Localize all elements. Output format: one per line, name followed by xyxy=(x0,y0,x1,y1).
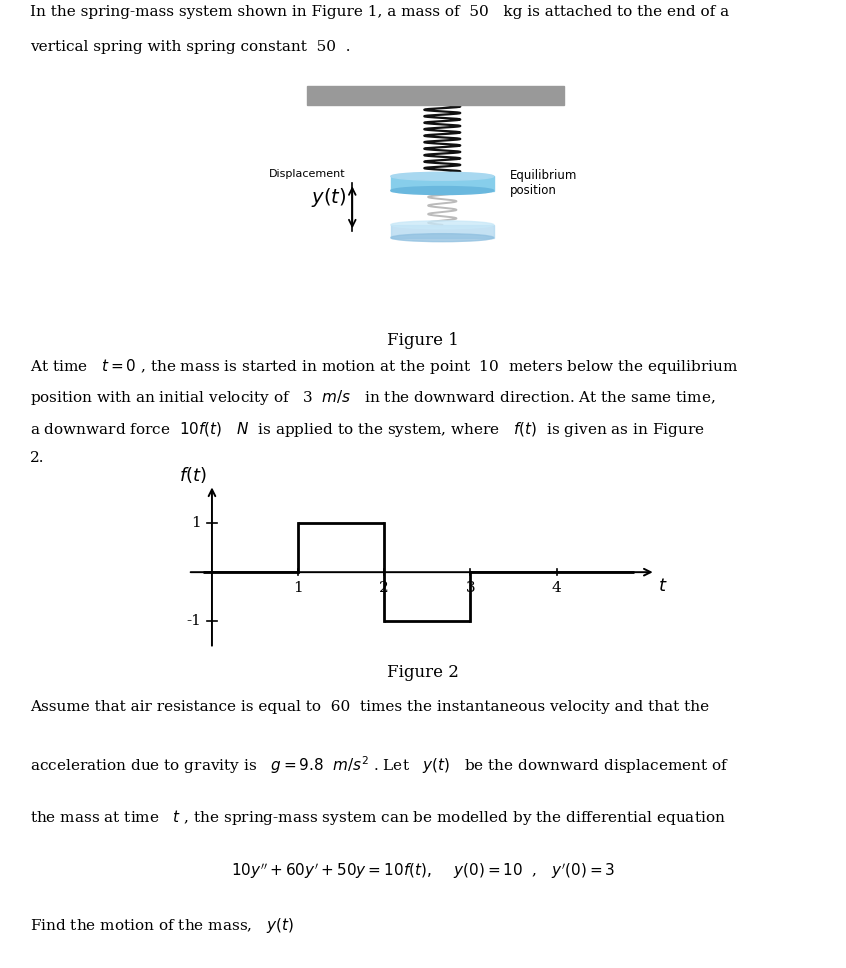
Ellipse shape xyxy=(391,233,494,242)
Text: 1: 1 xyxy=(294,581,303,594)
Text: $\mathit{y}(\mathit{t})$: $\mathit{y}(\mathit{t})$ xyxy=(310,186,346,209)
Text: Displacement: Displacement xyxy=(269,169,346,179)
Bar xyxy=(307,86,564,105)
Ellipse shape xyxy=(391,187,494,195)
Text: acceleration due to gravity is   $g=9.8$  $m/s^2$ . Let   $y(t)$   be the downwa: acceleration due to gravity is $g=9.8$ $… xyxy=(30,754,729,776)
Text: 4: 4 xyxy=(552,581,562,594)
Text: 2.: 2. xyxy=(30,451,44,465)
Ellipse shape xyxy=(391,172,494,180)
Text: a downward force  $10f(t)$   $N$  is applied to the system, where   $f(t)$  is g: a downward force $10f(t)$ $N$ is applied… xyxy=(30,420,704,439)
Text: the mass at time   $t$ , the spring-mass system can be modelled by the different: the mass at time $t$ , the spring-mass s… xyxy=(30,808,725,827)
Text: $f(t)$: $f(t)$ xyxy=(179,465,207,485)
Bar xyxy=(391,176,494,191)
Text: At time   $t=0$ , the mass is started in motion at the point  10  meters below t: At time $t=0$ , the mass is started in m… xyxy=(30,357,738,376)
Text: Figure 2: Figure 2 xyxy=(387,664,459,681)
Text: -1: -1 xyxy=(186,615,201,628)
Text: vertical spring with spring constant  50  .: vertical spring with spring constant 50 … xyxy=(30,40,350,53)
Text: $10y''+60y'+50y=10f(t),$    $y(0)=10$  ,   $y'(0)=3$: $10y''+60y'+50y=10f(t),$ $y(0)=10$ , $y'… xyxy=(231,862,615,882)
Text: Figure 1: Figure 1 xyxy=(387,332,459,349)
Text: $t$: $t$ xyxy=(658,577,667,595)
Text: In the spring-mass system shown in Figure 1, a mass of  50   kg is attached to t: In the spring-mass system shown in Figur… xyxy=(30,5,728,19)
Text: 1: 1 xyxy=(191,516,201,529)
Bar xyxy=(391,225,494,238)
Text: Equilibrium
position: Equilibrium position xyxy=(510,169,577,197)
Ellipse shape xyxy=(391,221,494,228)
Text: Find the motion of the mass,   $y(t)$: Find the motion of the mass, $y(t)$ xyxy=(30,916,294,934)
Text: position with an initial velocity of   3  $m/s$   in the downward direction. At : position with an initial velocity of 3 $… xyxy=(30,388,716,408)
Text: 2: 2 xyxy=(379,581,389,594)
Text: 3: 3 xyxy=(465,581,475,594)
Text: Assume that air resistance is equal to  60  times the instantaneous velocity and: Assume that air resistance is equal to 6… xyxy=(30,701,709,714)
